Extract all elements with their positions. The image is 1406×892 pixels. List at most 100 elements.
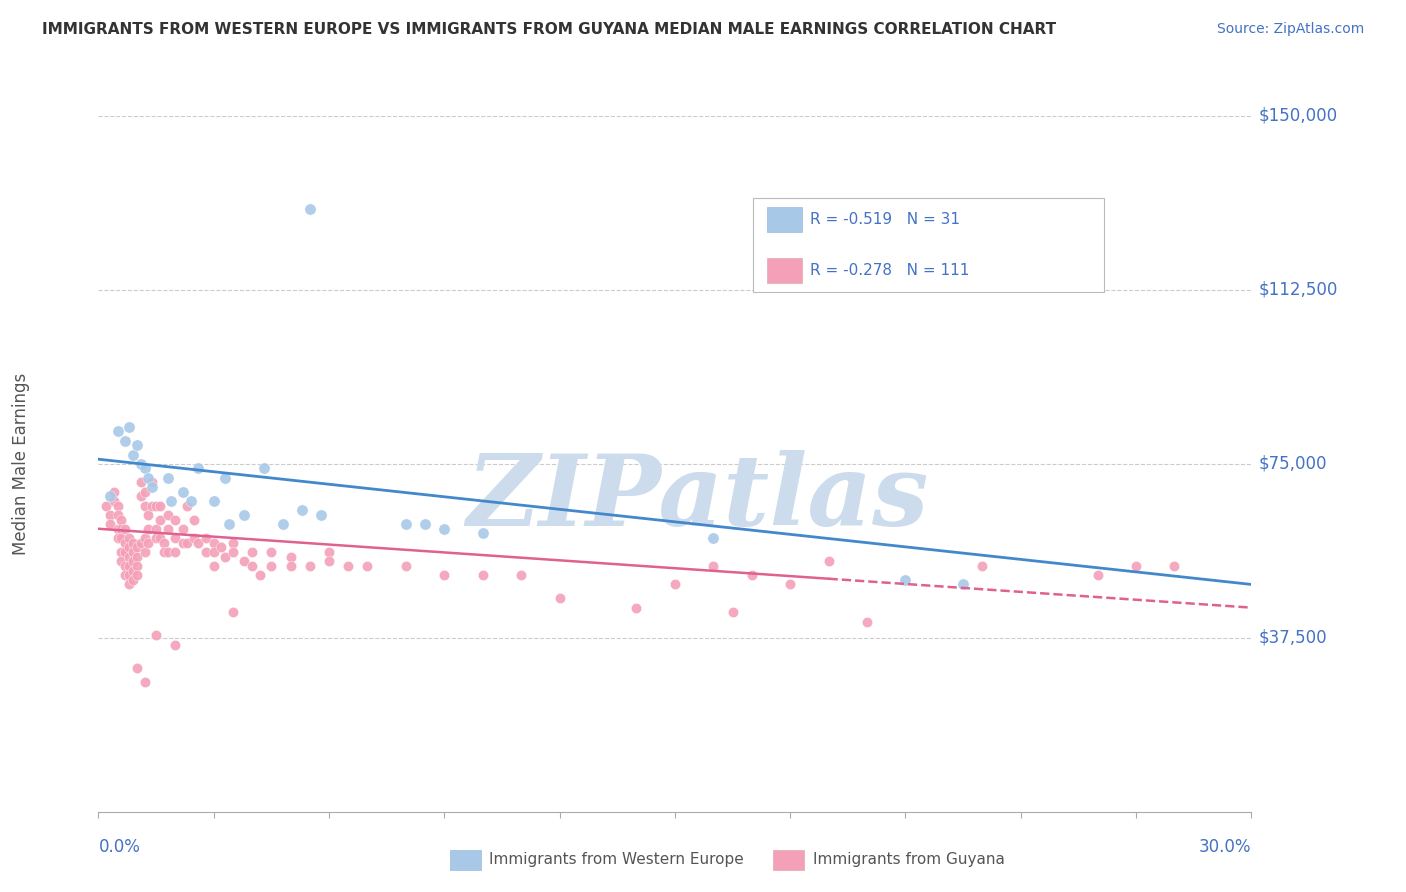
Point — [122, 535, 145, 549]
Point — [195, 545, 218, 559]
Point — [114, 535, 136, 549]
Point — [253, 461, 276, 475]
Point — [141, 499, 163, 513]
Point — [118, 531, 141, 545]
Point — [145, 628, 167, 642]
Point — [222, 605, 245, 619]
Point — [122, 573, 145, 587]
Point — [118, 558, 141, 573]
Text: R = -0.278   N = 111: R = -0.278 N = 111 — [810, 263, 970, 277]
Point — [214, 471, 236, 485]
Point — [125, 558, 148, 573]
Point — [107, 508, 129, 522]
Point — [172, 484, 194, 499]
Point — [291, 503, 314, 517]
Text: $37,500: $37,500 — [1258, 629, 1327, 647]
Point — [122, 554, 145, 568]
Point — [103, 494, 125, 508]
Point — [156, 508, 179, 522]
Point — [165, 545, 187, 559]
Point — [311, 508, 333, 522]
Point — [134, 674, 156, 689]
Point — [626, 600, 648, 615]
Point — [122, 564, 145, 578]
Point — [160, 494, 183, 508]
Point — [118, 549, 141, 564]
Point — [134, 531, 156, 545]
Point — [107, 499, 129, 513]
Point — [433, 568, 456, 582]
Text: IMMIGRANTS FROM WESTERN EUROPE VS IMMIGRANTS FROM GUYANA MEDIAN MALE EARNINGS CO: IMMIGRANTS FROM WESTERN EUROPE VS IMMIGR… — [42, 22, 1056, 37]
Point — [260, 558, 283, 573]
Point — [110, 554, 132, 568]
Point — [114, 545, 136, 559]
Point — [138, 508, 160, 522]
Point — [233, 554, 256, 568]
Point — [156, 522, 179, 536]
Point — [721, 605, 744, 619]
Point — [103, 484, 125, 499]
Point — [145, 531, 167, 545]
Text: Immigrants from Guyana: Immigrants from Guyana — [813, 853, 1004, 867]
Point — [180, 494, 202, 508]
Point — [125, 568, 148, 582]
Point — [202, 558, 225, 573]
Point — [129, 457, 152, 471]
Point — [176, 535, 198, 549]
Point — [134, 484, 156, 499]
Point — [125, 541, 148, 555]
Text: ZIPatlas: ZIPatlas — [467, 450, 929, 547]
Point — [118, 541, 141, 555]
Point — [114, 434, 136, 448]
Point — [165, 638, 187, 652]
Point — [280, 558, 302, 573]
Point — [110, 545, 132, 559]
Point — [114, 522, 136, 536]
Point — [141, 480, 163, 494]
Point — [156, 545, 179, 559]
Point — [145, 499, 167, 513]
Point — [165, 531, 187, 545]
Text: R = -0.519   N = 31: R = -0.519 N = 31 — [810, 211, 960, 227]
Point — [149, 512, 172, 526]
Point — [218, 517, 240, 532]
Point — [122, 545, 145, 559]
Point — [138, 471, 160, 485]
Text: Median Male Earnings: Median Male Earnings — [13, 373, 30, 555]
Text: 0.0%: 0.0% — [98, 838, 141, 856]
Point — [260, 545, 283, 559]
Point — [471, 568, 494, 582]
Point — [152, 535, 174, 549]
Text: Source: ZipAtlas.com: Source: ZipAtlas.com — [1216, 22, 1364, 37]
Point — [118, 419, 141, 434]
Point — [118, 568, 141, 582]
Text: $75,000: $75,000 — [1258, 455, 1327, 473]
Point — [94, 499, 117, 513]
Point — [107, 425, 129, 439]
Point — [337, 558, 360, 573]
Point — [433, 522, 456, 536]
Point — [202, 545, 225, 559]
Point — [176, 499, 198, 513]
Point — [222, 535, 245, 549]
Point — [98, 489, 121, 503]
Point — [156, 471, 179, 485]
Point — [209, 541, 232, 555]
Point — [1125, 558, 1147, 573]
Point — [149, 499, 172, 513]
Point — [125, 661, 148, 675]
Point — [510, 568, 533, 582]
Point — [183, 531, 205, 545]
Point — [271, 517, 294, 532]
Point — [1087, 568, 1109, 582]
Point — [972, 558, 994, 573]
Point — [240, 558, 263, 573]
Point — [138, 535, 160, 549]
Point — [187, 535, 209, 549]
Point — [249, 568, 271, 582]
Point — [856, 615, 879, 629]
Point — [110, 522, 132, 536]
Point — [548, 591, 571, 606]
Point — [202, 535, 225, 549]
Point — [165, 512, 187, 526]
